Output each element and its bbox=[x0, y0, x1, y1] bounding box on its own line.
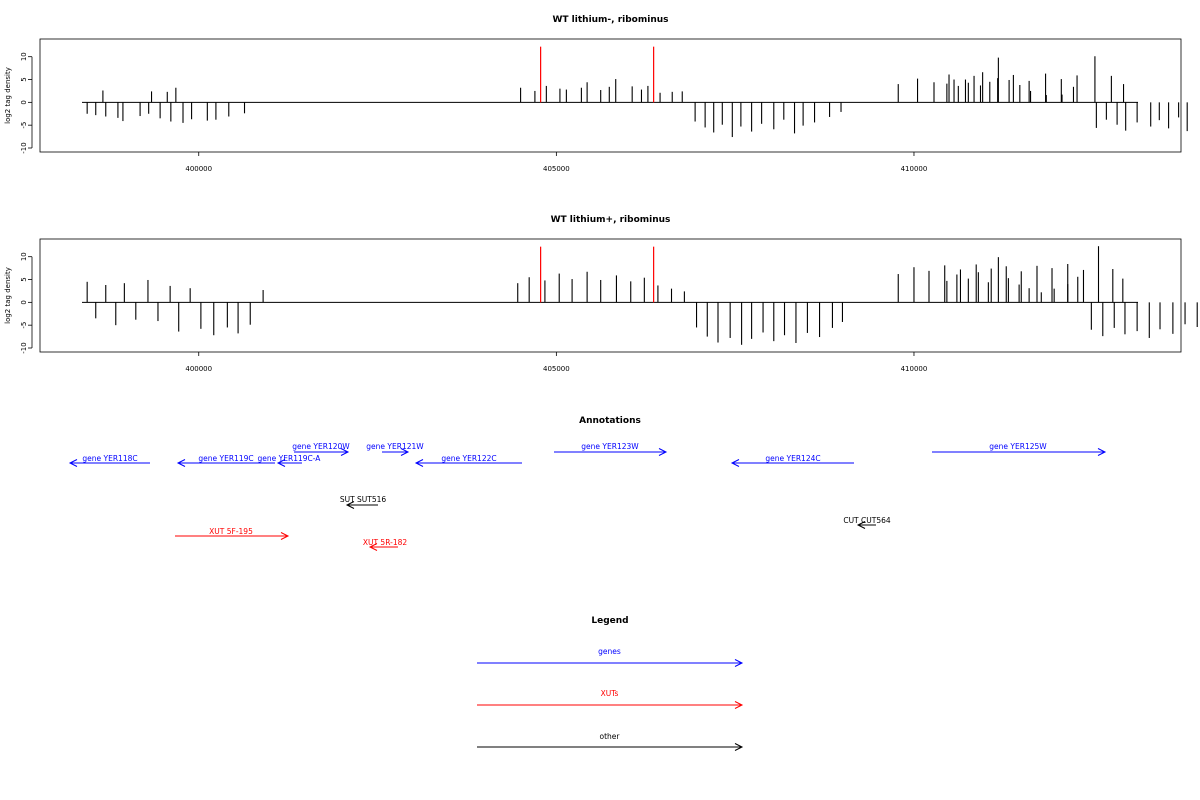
annotation-arrow bbox=[382, 448, 410, 456]
panel-title: WT lithium-, ribominus bbox=[552, 15, 668, 25]
legend-arrow bbox=[477, 659, 744, 667]
annotations-panel: Annotations gene YER118C gene YER119C gene … bbox=[68, 416, 1107, 551]
x-tick-label: 410000 bbox=[901, 365, 928, 373]
legend-arrow-head bbox=[734, 659, 744, 667]
track-panel-1: WT lithium-, ribominus -10 -5 0 5 10 log2 tag … bbox=[4, 15, 1188, 173]
y-tick-label: 10 bbox=[20, 52, 28, 61]
annotation-arrow-head bbox=[340, 448, 350, 456]
annotation-arrow-head bbox=[730, 459, 740, 467]
annotation-arrow bbox=[345, 501, 378, 509]
annotation-arrow-head bbox=[658, 448, 668, 456]
legend-arrow-head bbox=[734, 743, 744, 751]
annotation-arrow-head bbox=[176, 459, 186, 467]
annotation-arrow bbox=[856, 521, 876, 529]
annotation-arrow bbox=[176, 459, 275, 467]
x-tick-label: 400000 bbox=[185, 365, 212, 373]
y-tick-label: -5 bbox=[20, 122, 28, 129]
annotation-label: XUT 5F-195 bbox=[209, 527, 253, 536]
x-tick-label: 405000 bbox=[543, 365, 570, 373]
annotation-arrow bbox=[175, 532, 290, 540]
annotation-label: XUT 5R-182 bbox=[363, 538, 408, 547]
annotation-arrow-head bbox=[68, 459, 78, 467]
annotation-label: gene YER120W bbox=[292, 442, 350, 451]
x-tick-label: 410000 bbox=[901, 165, 928, 173]
annotation-label: gene YER121W bbox=[366, 442, 424, 451]
y-tick-label: 5 bbox=[20, 77, 28, 81]
annotation-arrow bbox=[932, 448, 1107, 456]
annotation-arrow bbox=[294, 448, 350, 456]
annotation-label: CUT CUT564 bbox=[843, 516, 891, 525]
annotation-arrow-head bbox=[856, 521, 866, 529]
x-tick-label: 400000 bbox=[185, 165, 212, 173]
annotation-arrow-head bbox=[1097, 448, 1107, 456]
legend-arrow bbox=[477, 701, 744, 709]
annotation-label: gene YER124C bbox=[765, 454, 820, 463]
legend-label: genes bbox=[598, 647, 621, 656]
annotation-arrow bbox=[554, 448, 668, 456]
y-axis-label: log2 tag density bbox=[4, 67, 12, 124]
legend-label: XUTs bbox=[601, 689, 619, 698]
y-tick-label: -5 bbox=[20, 322, 28, 329]
legend-arrow-head bbox=[734, 701, 744, 709]
y-tick-label: 0 bbox=[20, 300, 28, 304]
annotation-label: gene YER123W bbox=[581, 442, 639, 451]
annotation-label: gene YER125W bbox=[989, 442, 1047, 451]
annotation-label: gene YER122C bbox=[441, 454, 496, 463]
annotation-arrow bbox=[730, 459, 854, 467]
annotation-arrow-head bbox=[414, 459, 424, 467]
annotation-label: gene YER119C-A bbox=[258, 454, 322, 463]
annotation-arrow bbox=[68, 459, 150, 467]
legend-title: Legend bbox=[591, 616, 628, 626]
panel-title: WT lithium+, ribominus bbox=[551, 215, 671, 225]
plot-frame bbox=[39, 38, 1182, 153]
annotation-arrow-head bbox=[280, 532, 290, 540]
y-tick-label: 5 bbox=[20, 277, 28, 281]
legend-label: other bbox=[600, 732, 621, 741]
annotation-arrow-head bbox=[276, 459, 286, 467]
y-tick-label: 0 bbox=[20, 100, 28, 104]
annotation-label: gene YER119C bbox=[198, 454, 253, 463]
annotations-title: Annotations bbox=[579, 416, 641, 426]
annotation-arrow bbox=[414, 459, 522, 467]
annotation-arrow bbox=[276, 459, 302, 467]
plot-frame bbox=[39, 238, 1182, 353]
annotation-arrow-head bbox=[368, 543, 378, 551]
track-panel-2: WT lithium+, ribominus -10 -5 0 5 10 log2 tag … bbox=[4, 215, 1198, 373]
y-tick-label: 10 bbox=[20, 252, 28, 261]
y-axis-label: log2 tag density bbox=[4, 267, 12, 324]
annotation-label: SUT SUT516 bbox=[340, 495, 387, 504]
y-tick-label: -10 bbox=[20, 142, 28, 153]
annotation-arrow bbox=[368, 543, 398, 551]
x-tick-label: 405000 bbox=[543, 165, 570, 173]
annotation-label: gene YER118C bbox=[82, 454, 137, 463]
legend: Legend genes XUTs other bbox=[477, 616, 744, 751]
annotation-arrow-head bbox=[400, 448, 410, 456]
legend-arrow bbox=[477, 743, 744, 751]
y-tick-label: -10 bbox=[20, 342, 28, 353]
annotation-arrow-head bbox=[345, 501, 355, 509]
